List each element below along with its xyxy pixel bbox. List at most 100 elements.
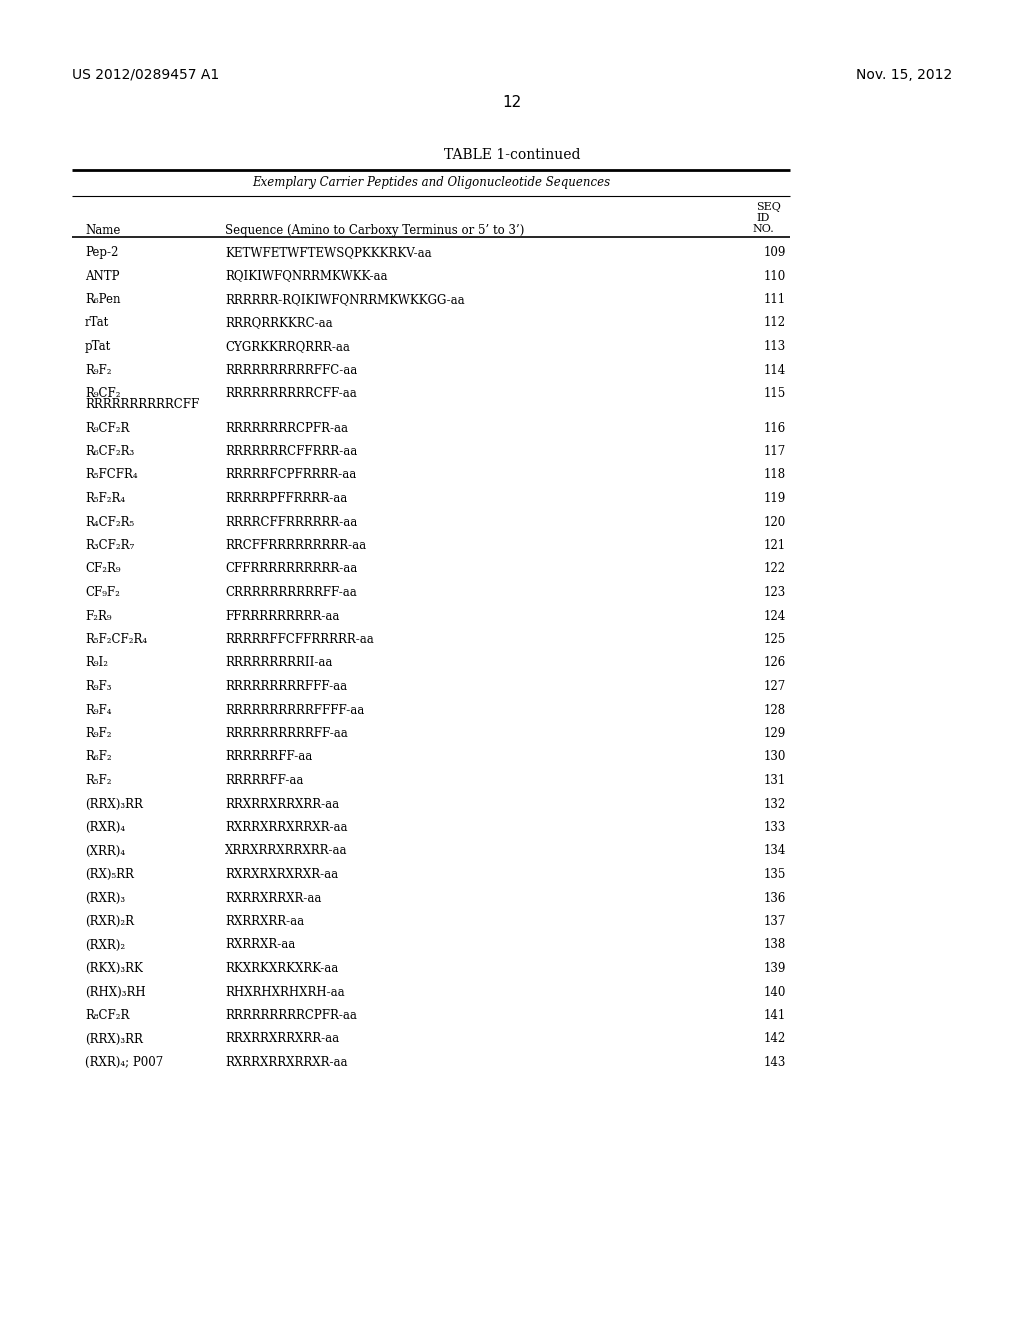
Text: (RXR)₂: (RXR)₂	[85, 939, 125, 952]
Text: R₆Pen: R₆Pen	[85, 293, 121, 306]
Text: RXRRXRRXRRXR-aa: RXRRXRRXRRXR-aa	[225, 1056, 347, 1069]
Text: 129: 129	[764, 727, 786, 741]
Text: 110: 110	[764, 269, 786, 282]
Text: KETWFETWFTEWSQPKKKRKV-aa: KETWFETWFTEWSQPKKKRKV-aa	[225, 246, 432, 259]
Text: 138: 138	[764, 939, 786, 952]
Text: (RXR)₄; P007: (RXR)₄; P007	[85, 1056, 163, 1069]
Text: RRRRRFF-aa: RRRRRFF-aa	[225, 774, 303, 787]
Text: RKXRKXRKXRK-aa: RKXRKXRKXRK-aa	[225, 962, 338, 975]
Text: RRRRRRRRRRFFFF-aa: RRRRRRRRRRFFFF-aa	[225, 704, 365, 717]
Text: Name: Name	[85, 224, 121, 238]
Text: (RXR)₂R: (RXR)₂R	[85, 915, 134, 928]
Text: R₉I₂: R₉I₂	[85, 656, 108, 669]
Text: RRRRRRRRRRFF-aa: RRRRRRRRRRFF-aa	[225, 727, 348, 741]
Text: ID: ID	[756, 213, 769, 223]
Text: RRRRRFFCFFRRRRR-aa: RRRRRFFCFFRRRRR-aa	[225, 634, 374, 645]
Text: RRRRRR-RQIKIWFQNRRMKWKKGG-aa: RRRRRR-RQIKIWFQNRRMKWKKGG-aa	[225, 293, 465, 306]
Text: RRRRRRRCFFRRR-aa: RRRRRRRCFFRRR-aa	[225, 445, 357, 458]
Text: R₈CF₂R: R₈CF₂R	[85, 1008, 129, 1022]
Text: R₅FCFR₄: R₅FCFR₄	[85, 469, 137, 482]
Text: 131: 131	[764, 774, 786, 787]
Text: 135: 135	[764, 869, 786, 880]
Text: RRRRCFFRRRRRR-aa: RRRRCFFRRRRRR-aa	[225, 516, 357, 528]
Text: (RXR)₃: (RXR)₃	[85, 891, 125, 904]
Text: RRRRRRRRRCPFR-aa: RRRRRRRRRCPFR-aa	[225, 1008, 357, 1022]
Text: CYGRKKRRQRRR-aa: CYGRKKRRQRRR-aa	[225, 341, 350, 352]
Text: 113: 113	[764, 341, 786, 352]
Text: 128: 128	[764, 704, 786, 717]
Text: R₆F₂: R₆F₂	[85, 751, 112, 763]
Text: 139: 139	[764, 962, 786, 975]
Text: 125: 125	[764, 634, 786, 645]
Text: R₃CF₂R₇: R₃CF₂R₇	[85, 539, 134, 552]
Text: SEQ: SEQ	[756, 202, 781, 213]
Text: CF₂R₉: CF₂R₉	[85, 562, 121, 576]
Text: 117: 117	[764, 445, 786, 458]
Text: 142: 142	[764, 1032, 786, 1045]
Text: (RRX)₃RR: (RRX)₃RR	[85, 797, 143, 810]
Text: RRCFFRRRRRRRRR-aa: RRCFFRRRRRRRRR-aa	[225, 539, 367, 552]
Text: 127: 127	[764, 680, 786, 693]
Text: RRRRRRRRRRFFC-aa: RRRRRRRRRRFFC-aa	[225, 363, 357, 376]
Text: 118: 118	[764, 469, 786, 482]
Text: R₉CF₂: R₉CF₂	[85, 387, 121, 400]
Text: R₅F₂: R₅F₂	[85, 774, 112, 787]
Text: R₅F₂R₄: R₅F₂R₄	[85, 492, 125, 506]
Text: pTat: pTat	[85, 341, 112, 352]
Text: Pep-2: Pep-2	[85, 246, 119, 259]
Text: 122: 122	[764, 562, 786, 576]
Text: Nov. 15, 2012: Nov. 15, 2012	[856, 69, 952, 82]
Text: R₉F₃: R₉F₃	[85, 680, 112, 693]
Text: RRXRRXRRXRR-aa: RRXRRXRRXRR-aa	[225, 797, 339, 810]
Text: 133: 133	[764, 821, 786, 834]
Text: RRRRRRRRRRCFF: RRRRRRRRRRCFF	[85, 399, 200, 411]
Text: 126: 126	[764, 656, 786, 669]
Text: RXRRXRRXRRXR-aa: RXRRXRRXRRXR-aa	[225, 821, 347, 834]
Text: RXRRXR-aa: RXRRXR-aa	[225, 939, 295, 952]
Text: R₉F₂: R₉F₂	[85, 363, 112, 376]
Text: 111: 111	[764, 293, 786, 306]
Text: RXRRXRR-aa: RXRRXRR-aa	[225, 915, 304, 928]
Text: 119: 119	[764, 492, 786, 506]
Text: RHXRHXRHXRH-aa: RHXRHXRHXRH-aa	[225, 986, 345, 998]
Text: FFRRRRRRRRR-aa: FFRRRRRRRRR-aa	[225, 610, 339, 623]
Text: CRRRRRRRRRRFF-aa: CRRRRRRRRRRFF-aa	[225, 586, 356, 599]
Text: R₉CF₂R: R₉CF₂R	[85, 421, 129, 434]
Text: US 2012/0289457 A1: US 2012/0289457 A1	[72, 69, 219, 82]
Text: CFFRRRRRRRRRR-aa: CFFRRRRRRRRRR-aa	[225, 562, 357, 576]
Text: RRRRRRFF-aa: RRRRRRFF-aa	[225, 751, 312, 763]
Text: 109: 109	[764, 246, 786, 259]
Text: (RRX)₃RR: (RRX)₃RR	[85, 1032, 143, 1045]
Text: 121: 121	[764, 539, 786, 552]
Text: RRRRRRRRRII-aa: RRRRRRRRRII-aa	[225, 656, 333, 669]
Text: NO.: NO.	[752, 224, 774, 234]
Text: XRRXRRXRRXRR-aa: XRRXRRXRRXRR-aa	[225, 845, 347, 858]
Text: 115: 115	[764, 387, 786, 400]
Text: R₉F₂: R₉F₂	[85, 727, 112, 741]
Text: RRRRRRRRRRCFF-aa: RRRRRRRRRRCFF-aa	[225, 387, 356, 400]
Text: 140: 140	[764, 986, 786, 998]
Text: (RKX)₃RK: (RKX)₃RK	[85, 962, 143, 975]
Text: RXRRXRRXR-aa: RXRRXRRXR-aa	[225, 891, 322, 904]
Text: RRRRRRRRCPFR-aa: RRRRRRRRCPFR-aa	[225, 421, 348, 434]
Text: 116: 116	[764, 421, 786, 434]
Text: 124: 124	[764, 610, 786, 623]
Text: R₉F₄: R₉F₄	[85, 704, 112, 717]
Text: CF₉F₂: CF₉F₂	[85, 586, 120, 599]
Text: R₆CF₂R₃: R₆CF₂R₃	[85, 445, 134, 458]
Text: RRXRRXRRXRR-aa: RRXRRXRRXRR-aa	[225, 1032, 339, 1045]
Text: 132: 132	[764, 797, 786, 810]
Text: R₅F₂CF₂R₄: R₅F₂CF₂R₄	[85, 634, 147, 645]
Text: (RX)₅RR: (RX)₅RR	[85, 869, 134, 880]
Text: RRRQRRKKRC-aa: RRRQRRKKRC-aa	[225, 317, 333, 330]
Text: TABLE 1-continued: TABLE 1-continued	[443, 148, 581, 162]
Text: 141: 141	[764, 1008, 786, 1022]
Text: 136: 136	[764, 891, 786, 904]
Text: RRRRRFCPFRRRR-aa: RRRRRFCPFRRRR-aa	[225, 469, 356, 482]
Text: 123: 123	[764, 586, 786, 599]
Text: RRRRRPFFRRRR-aa: RRRRRPFFRRRR-aa	[225, 492, 347, 506]
Text: 130: 130	[764, 751, 786, 763]
Text: rTat: rTat	[85, 317, 110, 330]
Text: 143: 143	[764, 1056, 786, 1069]
Text: Exemplary Carrier Peptides and Oligonucleotide Sequences: Exemplary Carrier Peptides and Oligonucl…	[252, 176, 610, 189]
